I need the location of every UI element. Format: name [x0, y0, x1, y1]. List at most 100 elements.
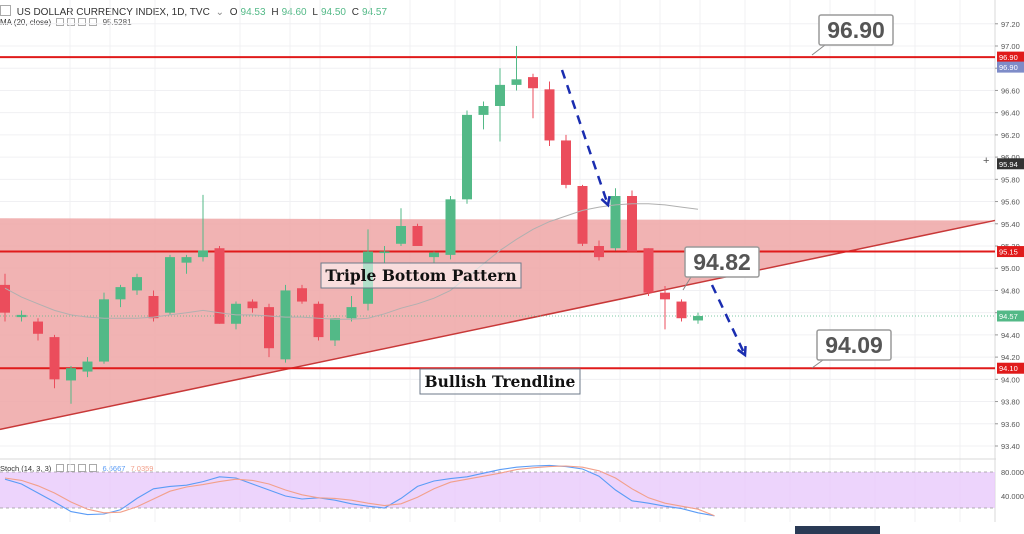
price-tag	[997, 246, 1024, 258]
scroll-marker	[795, 526, 880, 534]
candle-body	[0, 284, 10, 313]
stoch-band	[0, 472, 995, 508]
axis-tick-label: 94.00	[1001, 375, 1020, 384]
dashed-arrow	[560, 69, 610, 206]
axis-tick-label: 93.80	[1001, 398, 1020, 407]
bullish-trendline	[0, 219, 996, 431]
axis-tick-label: 93.60	[1001, 420, 1020, 429]
price-tag	[997, 51, 1024, 63]
ma-legend: MA (20, close) 95.5281	[0, 18, 135, 27]
stoch-tick-label: 40.0000	[1001, 492, 1024, 501]
close-icon[interactable]	[78, 18, 87, 26]
axis-tick-label: 95.80	[1001, 175, 1020, 184]
price-tag	[997, 61, 1024, 73]
candle-body	[198, 250, 208, 258]
candle-body	[49, 337, 60, 380]
annotation-label: Triple Bottom Pattern	[325, 266, 516, 285]
symbol-title: US DOLLAR CURRENCY INDEX, 1D, TVC	[16, 7, 210, 18]
annotation-box	[320, 262, 522, 289]
price-tag-label: 94.57	[999, 312, 1018, 321]
candle-body	[643, 248, 654, 293]
price-callouts: 96.90 94.82 94.09	[682, 14, 894, 369]
axis-tick-label: 94.80	[1001, 286, 1020, 295]
candle-body	[247, 301, 258, 309]
stoch-label: Stoch (14, 3, 3)	[0, 464, 52, 473]
candle-body	[577, 186, 588, 244]
candle-body	[181, 257, 192, 263]
axis-tick-label: 97.00	[1001, 42, 1020, 51]
candle-body	[511, 79, 522, 85]
candle-body	[280, 290, 291, 360]
collapse-icon[interactable]	[0, 5, 11, 16]
axis-tick-label: 94.40	[1001, 331, 1020, 340]
axis-tick-label: 97.20	[1001, 20, 1020, 29]
axis-tick-label: 96.00	[1001, 153, 1020, 162]
callout-label: 96.90	[827, 17, 885, 43]
callout-pointer	[811, 44, 826, 56]
stoch-line	[4, 464, 715, 517]
price-tag-label: 95.94	[999, 160, 1018, 169]
candle-body	[132, 277, 142, 291]
open-value: 94.53	[240, 7, 266, 18]
candle-body	[462, 114, 472, 200]
callout-box	[684, 246, 760, 278]
candle-body	[495, 84, 505, 106]
chart-annotations: Triple Bottom Pattern Bullish Trendline	[320, 262, 581, 395]
close-value: 94.57	[362, 7, 388, 18]
candle-body	[445, 199, 456, 255]
price-tag	[997, 362, 1024, 374]
candle-body	[264, 307, 274, 349]
crosshair-plus-icon: +	[983, 155, 989, 167]
arrow-head	[736, 345, 747, 358]
candle-body	[346, 307, 357, 319]
more-icon[interactable]	[89, 464, 98, 472]
candle-body	[313, 303, 324, 338]
axis-tick-label: 95.00	[1001, 264, 1020, 273]
settings-icon[interactable]	[67, 18, 76, 26]
candle-body	[231, 303, 241, 324]
chevron-down-icon[interactable]: ⌄	[215, 7, 224, 18]
candle-body	[610, 196, 621, 249]
callout-pointer	[682, 276, 692, 291]
close-icon[interactable]	[78, 464, 87, 472]
candle-body	[297, 288, 307, 302]
price-axis[interactable]: 97.2097.0096.8096.6096.4096.2096.0095.80…	[983, 0, 1024, 534]
horizontal-levels	[0, 56, 996, 431]
axis-tick-label: 95.60	[1001, 198, 1020, 207]
axis-tick-label: 96.20	[1001, 131, 1020, 140]
price-tag-label: 94.10	[999, 364, 1018, 373]
ma-value: 95.5281	[102, 18, 132, 27]
axis-tick-label: 93.40	[1001, 442, 1020, 451]
more-icon[interactable]	[89, 18, 98, 26]
price-tag-label: 96.90	[999, 63, 1018, 72]
candle-body	[544, 89, 555, 141]
annotation-box	[419, 368, 581, 395]
candle-body	[594, 246, 604, 258]
candle-body	[82, 361, 93, 372]
candle-body	[676, 301, 687, 319]
visibility-icon[interactable]	[56, 464, 65, 472]
candle-body	[66, 368, 76, 381]
axis-tick-label: 94.20	[1001, 353, 1020, 362]
settings-icon[interactable]	[67, 464, 76, 472]
stochastic-pane: 80.0000 40.0000	[0, 464, 1024, 534]
candle-body	[561, 140, 571, 185]
stoch-tick-label: 80.0000	[1001, 468, 1024, 477]
stoch-d-value: 7.0359	[130, 464, 154, 473]
visibility-icon[interactable]	[56, 18, 65, 26]
high-value: 94.60	[281, 7, 307, 18]
callout-label: 94.82	[693, 249, 751, 275]
axis-tick-label: 96.40	[1001, 109, 1020, 118]
stoch-line	[4, 465, 715, 517]
candle-body	[396, 226, 406, 244]
arrow-head	[600, 195, 611, 208]
trend-arrows	[560, 69, 747, 358]
callout-label: 94.09	[825, 332, 883, 358]
moving-average-line	[4, 203, 699, 320]
candle-body	[627, 196, 637, 252]
price-tag-label: 95.15	[999, 248, 1018, 257]
candle-body	[379, 251, 390, 254]
candle-body	[115, 287, 126, 300]
candle-body	[214, 248, 225, 324]
